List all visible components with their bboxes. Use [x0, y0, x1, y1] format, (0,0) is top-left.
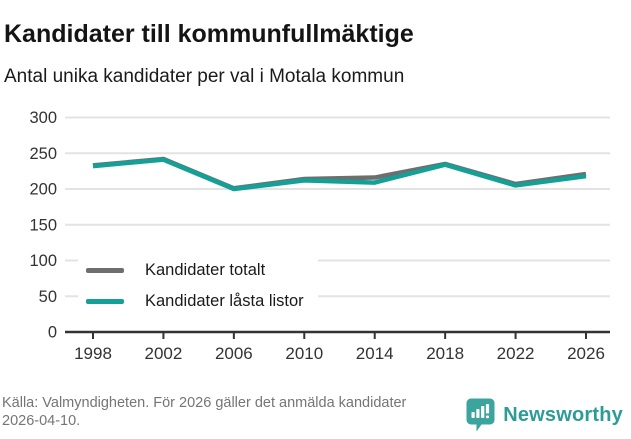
legend-label-locked-lists: Kandidater låsta listor: [145, 291, 304, 310]
svg-text:50: 50: [39, 288, 57, 306]
svg-text:1998: 1998: [74, 344, 112, 363]
svg-text:0: 0: [48, 324, 57, 342]
legend-swatch-total: [86, 267, 124, 273]
svg-text:250: 250: [29, 145, 57, 163]
svg-text:2014: 2014: [356, 344, 394, 363]
page-subtitle: Antal unika kandidater per val i Motala …: [4, 66, 405, 87]
legend-swatch-locked-lists: [86, 298, 124, 304]
line-chart: 0 50 100 150 200 250 300 1998 2002 2006 2010 2014 20…: [29, 109, 610, 363]
svg-text:2018: 2018: [426, 344, 464, 363]
svg-text:150: 150: [29, 216, 57, 234]
x-axis: [65, 330, 610, 339]
svg-text:200: 200: [29, 181, 57, 199]
series-line-kandidater-l-sta-listor: [92, 157, 587, 192]
chart-container: Kandidater till kommunfullmäktige Antal …: [4, 19, 610, 363]
legend-item-locked-lists: Kandidater låsta listor: [86, 289, 304, 313]
chart-footer: Källa: Valmyndigheten. För 2026 gäller d…: [0, 393, 631, 439]
svg-text:2022: 2022: [497, 344, 535, 363]
svg-text:2026: 2026: [567, 344, 605, 363]
svg-text:2002: 2002: [145, 344, 183, 363]
svg-text:100: 100: [29, 252, 57, 270]
x-axis-labels: 1998 2002 2006 2010 2014 2018 2022 2026: [74, 344, 605, 363]
newsworthy-logo-icon: [466, 398, 495, 432]
newsworthy-wordmark: Newsworthy: [503, 403, 623, 426]
svg-text:2010: 2010: [285, 344, 323, 363]
legend-label-total: Kandidater totalt: [145, 260, 266, 279]
svg-text:300: 300: [29, 109, 57, 127]
newsworthy-brand: Newsworthy: [466, 398, 623, 432]
legend-item-total: Kandidater totalt: [86, 258, 304, 282]
y-axis-labels: 0 50 100 150 200 250 300: [29, 109, 57, 342]
page-title: Kandidater till kommunfullmäktige: [4, 19, 414, 48]
source-attribution: Källa: Valmyndigheten. För 2026 gäller d…: [2, 395, 407, 429]
svg-text:2006: 2006: [215, 344, 253, 363]
chart-legend: Kandidater totalt Kandidater låsta listo…: [78, 255, 318, 316]
